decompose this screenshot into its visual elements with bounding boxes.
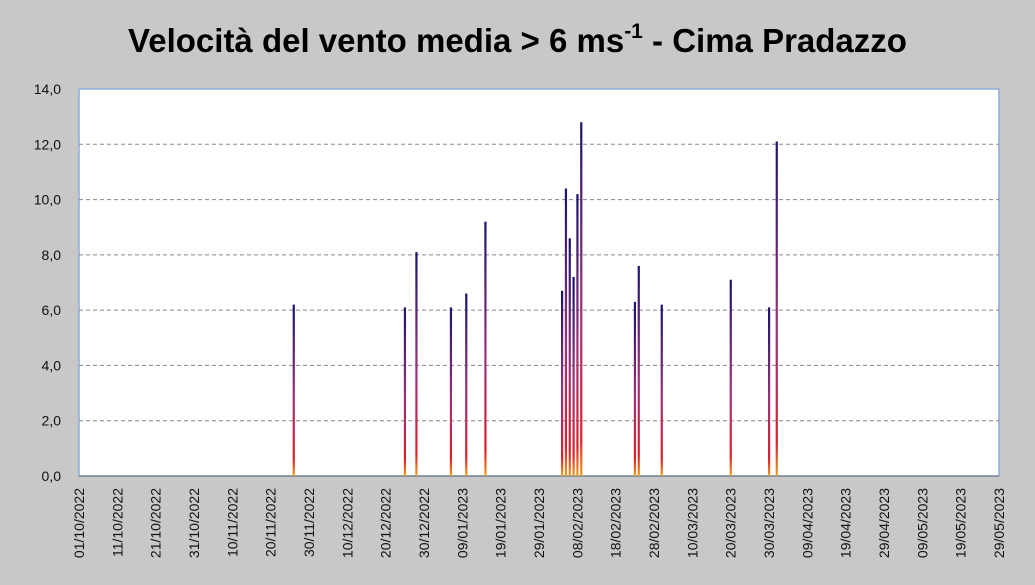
chart-title-main: Velocità del vento media > 6 ms	[128, 22, 625, 59]
x-tick-label: 09/04/2023	[799, 488, 815, 558]
bar	[768, 307, 771, 476]
y-tick-label: 2,0	[42, 413, 62, 429]
x-tick-label: 10/11/2022	[224, 488, 240, 557]
bar	[729, 279, 732, 476]
x-tick-label: 28/02/2023	[646, 488, 662, 558]
bar	[580, 122, 583, 477]
bar	[564, 188, 568, 476]
x-tick-label: 18/02/2023	[608, 488, 624, 558]
x-tick-label: 20/11/2022	[263, 488, 279, 557]
bars	[292, 122, 778, 477]
x-tick-label: 29/04/2023	[876, 488, 892, 558]
x-tick-label: 20/03/2023	[723, 488, 739, 558]
bar	[403, 307, 407, 476]
bar	[465, 293, 468, 476]
chart-title: Velocità del vento media > 6 ms-1 - Cima…	[0, 20, 1035, 60]
x-tick-label: 09/01/2023	[454, 488, 470, 558]
chart-title-suffix: - Cima Pradazzo	[642, 22, 907, 59]
x-tick-label: 11/10/2022	[109, 488, 125, 557]
bar	[633, 301, 637, 476]
x-tick-label: 21/10/2022	[148, 488, 164, 558]
x-tick-label: 31/10/2022	[186, 488, 202, 558]
x-tick-label: 29/01/2023	[531, 488, 547, 558]
bar	[576, 194, 579, 477]
chart-title-superscript: -1	[624, 20, 643, 43]
y-tick-label: 14,0	[34, 81, 61, 97]
x-tick-label: 30/03/2023	[761, 488, 777, 558]
x-tick-label: 19/04/2023	[838, 488, 854, 558]
bar	[292, 304, 295, 476]
x-tick-label: 09/05/2023	[914, 488, 930, 558]
y-tick-label: 12,0	[34, 136, 61, 152]
x-tick-label: 01/10/2022	[71, 488, 87, 558]
bar	[449, 307, 453, 476]
bar	[484, 221, 487, 476]
x-tick-label: 29/05/2023	[991, 488, 1007, 558]
plot-area	[78, 88, 1000, 477]
x-tick-label: 10/12/2022	[339, 488, 355, 558]
y-tick-label: 8,0	[42, 247, 62, 263]
bar	[561, 290, 564, 476]
bar	[572, 276, 575, 476]
bar	[637, 265, 640, 476]
bar	[568, 238, 571, 476]
y-axis-ticks: 0,0 2,0 4,0 6,0 8,0 10,0 12,0 14,0	[34, 81, 61, 484]
x-tick-label: 19/01/2023	[493, 488, 509, 558]
x-tick-label: 20/12/2022	[378, 488, 394, 558]
bar	[415, 252, 418, 476]
y-tick-label: 0,0	[42, 468, 62, 484]
y-tick-label: 4,0	[42, 357, 62, 373]
x-axis-ticks: 01/10/2022 11/10/2022 21/10/2022 31/10/2022…	[71, 488, 1007, 558]
x-tick-label: 19/05/2023	[953, 488, 969, 558]
x-tick-label: 30/12/2022	[416, 488, 432, 558]
y-tick-label: 10,0	[34, 192, 61, 208]
bar	[660, 304, 663, 476]
x-tick-label: 30/11/2022	[301, 488, 317, 557]
x-tick-label: 10/03/2023	[684, 488, 700, 558]
y-tick-label: 6,0	[42, 302, 62, 318]
bar	[775, 141, 778, 476]
x-tick-label: 08/02/2023	[569, 488, 585, 558]
grid-lines	[79, 143, 999, 477]
